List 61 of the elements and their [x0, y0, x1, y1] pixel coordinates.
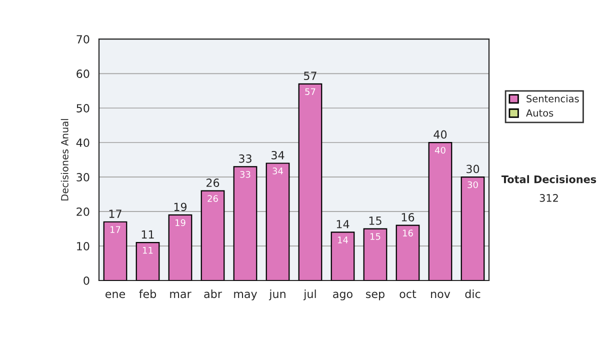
- bar: [428, 142, 452, 280]
- total-label: 26: [206, 178, 220, 187]
- data-label: 26: [208, 195, 218, 202]
- data-label: 40: [434, 146, 446, 154]
- legend-label: Sentencias: [526, 94, 579, 102]
- y-tick-label: 0: [84, 276, 90, 285]
- total-label: 57: [304, 72, 316, 80]
- text: Total Decisiones: [501, 175, 596, 184]
- data-label: 57: [305, 88, 316, 96]
- x-tick-label: feb: [139, 290, 156, 298]
- y-tick-label: 60: [76, 70, 90, 78]
- x-tick-label: jul: [303, 290, 316, 300]
- text: 312: [540, 194, 558, 202]
- y-tick-label: 30: [76, 173, 90, 182]
- bar: [298, 83, 322, 280]
- x-tick-label: nov: [431, 292, 450, 298]
- x-tick-label: may: [234, 292, 258, 300]
- x-tick-label: dic: [465, 290, 480, 298]
- data-label: 30: [468, 181, 478, 188]
- total-label: 11: [142, 230, 154, 239]
- x-tick-label: abr: [204, 290, 222, 298]
- bar: [363, 228, 388, 280]
- data-label: 14: [338, 236, 348, 244]
- total-label: 19: [174, 202, 187, 212]
- bar: [330, 232, 355, 280]
- y-tick-label: 40: [76, 138, 90, 147]
- total-label: 14: [336, 220, 350, 228]
- total-label: 34: [272, 150, 284, 160]
- data-label: 34: [272, 168, 283, 174]
- data-label: 17: [110, 226, 120, 233]
- bar: [103, 221, 128, 280]
- bar: [460, 176, 485, 280]
- legend-label: Autos: [526, 109, 554, 117]
- x-tick-label: mar: [170, 292, 192, 298]
- data-label: 19: [176, 219, 186, 226]
- x-tick-label: sep: [366, 292, 384, 300]
- total-label: 33: [239, 154, 252, 163]
- bar: [266, 162, 290, 280]
- bar: [136, 242, 160, 280]
- x-tick-label: jun: [268, 290, 286, 300]
- bar: [233, 166, 258, 280]
- bar: [168, 214, 192, 280]
- y-tick-label: 50: [76, 104, 90, 112]
- y-tick-label: 10: [77, 242, 90, 250]
- y-axis-title: Decisiones Anual: [60, 119, 68, 200]
- x-tick-label: ago: [333, 292, 352, 300]
- data-label: 11: [143, 246, 153, 254]
- total-label: 17: [109, 210, 122, 218]
- y-tick-label: 20: [76, 208, 90, 216]
- bar: [200, 190, 225, 280]
- y-tick-label: 70: [76, 35, 90, 44]
- bar: [396, 224, 420, 280]
- total-label: 40: [434, 130, 447, 139]
- x-tick-label: ene: [106, 292, 126, 298]
- x-tick-label: oct: [400, 290, 416, 298]
- data-label: 33: [240, 170, 250, 178]
- data-label: 15: [370, 233, 380, 240]
- total-label: 16: [402, 213, 414, 222]
- data-label: 16: [403, 230, 413, 236]
- total-label: 30: [466, 164, 480, 174]
- total-label: 15: [369, 216, 382, 225]
